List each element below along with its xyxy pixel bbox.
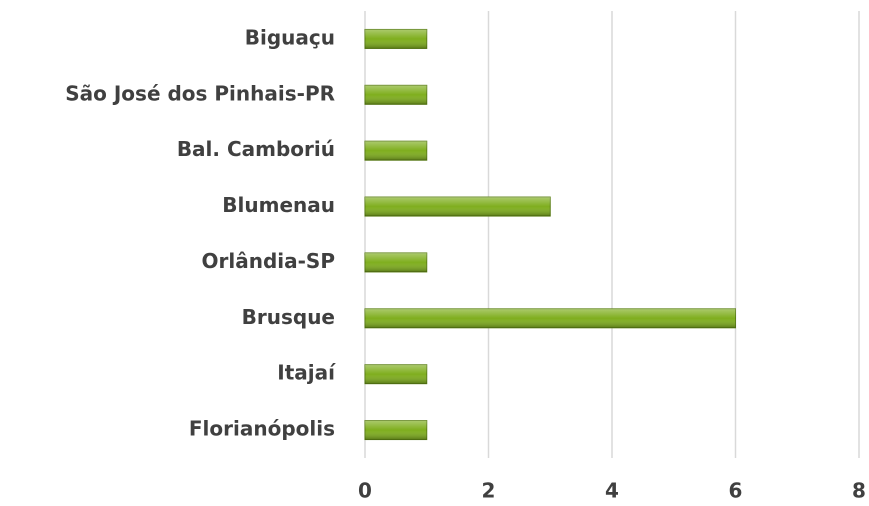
y-tick-label: Biguaçu	[245, 25, 335, 49]
y-tick-label: Orlândia-SP	[202, 249, 336, 273]
y-tick-label: São José dos Pinhais-PR	[65, 81, 335, 105]
y-tick-label: Brusque	[242, 305, 335, 329]
x-tick-label: 0	[358, 479, 372, 503]
y-tick-label: Bal. Camboriú	[177, 137, 335, 161]
bar-shade	[365, 29, 427, 49]
bar-shade	[365, 85, 427, 105]
bar-shade	[365, 197, 551, 217]
bar-shade	[365, 420, 427, 440]
y-tick-label: Itajaí	[277, 361, 336, 385]
x-tick-label: 6	[729, 479, 743, 503]
bar-shade	[365, 141, 427, 161]
y-tick-label: Blumenau	[222, 193, 335, 217]
bar-shade	[365, 252, 427, 272]
x-tick-label: 2	[482, 479, 496, 503]
x-tick-label: 8	[852, 479, 866, 503]
y-tick-label: Florianópolis	[189, 417, 335, 441]
bar-shade	[365, 364, 427, 384]
bar-shade	[365, 308, 736, 328]
x-tick-label: 4	[605, 479, 619, 503]
